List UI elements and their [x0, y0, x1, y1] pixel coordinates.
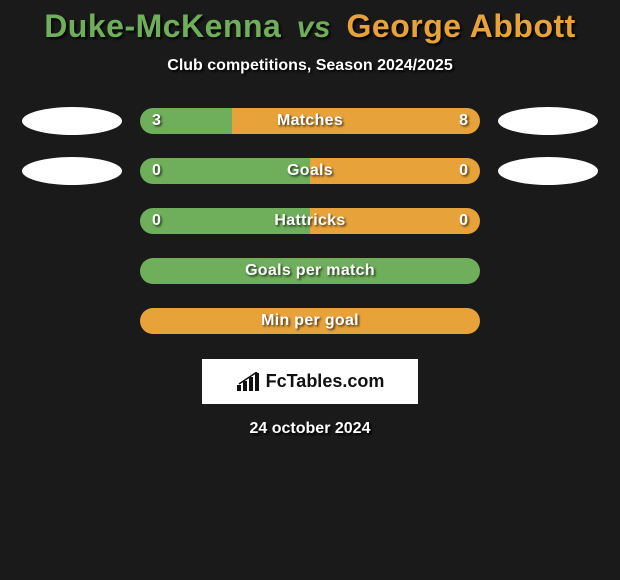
stats-rows: Matches38Goals00Hattricks00Goals per mat… — [22, 107, 598, 357]
stat-value-right: 8 — [459, 108, 468, 134]
badge-spacer — [22, 207, 122, 235]
stat-bar: Hattricks0 0 — [140, 208, 480, 234]
bars-icon — [236, 372, 262, 392]
badge-spacer — [22, 257, 122, 285]
stat-row: Min per goal — [22, 307, 598, 335]
stat-label: Hattricks — [140, 208, 480, 234]
subtitle: Club competitions, Season 2024/2025 — [167, 57, 452, 75]
badge-spacer — [498, 207, 598, 235]
player2-badge — [498, 157, 598, 185]
stat-value-right: 0 — [459, 158, 468, 184]
stat-label: Goals — [140, 158, 480, 184]
stat-row: Hattricks0 0 — [22, 207, 598, 235]
player1-badge — [22, 107, 122, 135]
badge-spacer — [498, 307, 598, 335]
stat-value-left: 3 — [152, 108, 161, 134]
stat-bar: Goals0 0 — [140, 158, 480, 184]
stat-bar: Min per goal — [140, 308, 480, 334]
player1-badge — [22, 157, 122, 185]
attribution-text: FcTables.com — [266, 371, 385, 392]
stat-row: Matches3 8 — [22, 107, 598, 135]
stat-bar: Goals per match — [140, 258, 480, 284]
stat-label: Min per goal — [140, 308, 480, 334]
player2-name: George Abbott — [347, 8, 576, 44]
stat-bar: Matches3 8 — [140, 108, 480, 134]
date-text: 24 october 2024 — [250, 420, 371, 438]
attribution-box: FcTables.com — [202, 359, 418, 404]
stat-row: Goals0 0 — [22, 157, 598, 185]
stat-label: Matches — [140, 108, 480, 134]
title: Duke-McKenna vs George Abbott — [44, 8, 576, 45]
stat-row: Goals per match — [22, 257, 598, 285]
badge-spacer — [498, 257, 598, 285]
stat-value-left: 0 — [152, 158, 161, 184]
stat-value-left: 0 — [152, 208, 161, 234]
comparison-infographic: Duke-McKenna vs George Abbott Club compe… — [0, 0, 620, 438]
stat-value-right: 0 — [459, 208, 468, 234]
badge-spacer — [22, 307, 122, 335]
stat-label: Goals per match — [140, 258, 480, 284]
player2-badge — [498, 107, 598, 135]
player1-name: Duke-McKenna — [44, 8, 281, 44]
vs-text: vs — [291, 11, 337, 44]
